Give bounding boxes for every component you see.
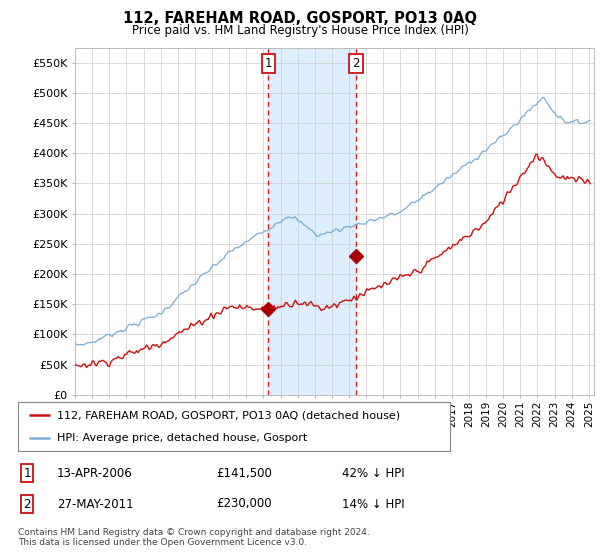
Text: HPI: Average price, detached house, Gosport: HPI: Average price, detached house, Gosp…	[57, 433, 307, 444]
Text: 2: 2	[352, 57, 359, 70]
Text: 1: 1	[23, 466, 31, 480]
Bar	[268, 48, 356, 395]
Text: 112, FAREHAM ROAD, GOSPORT, PO13 0AQ (detached house): 112, FAREHAM ROAD, GOSPORT, PO13 0AQ (de…	[57, 410, 400, 421]
Text: 112, FAREHAM ROAD, GOSPORT, PO13 0AQ: 112, FAREHAM ROAD, GOSPORT, PO13 0AQ	[123, 11, 477, 26]
Text: 1: 1	[265, 57, 272, 70]
Text: 2: 2	[23, 497, 31, 511]
Text: Contains HM Land Registry data © Crown copyright and database right 2024.
This d: Contains HM Land Registry data © Crown c…	[18, 528, 370, 547]
Text: 14% ↓ HPI: 14% ↓ HPI	[342, 497, 404, 511]
Text: £141,500: £141,500	[216, 466, 272, 480]
Text: Price paid vs. HM Land Registry's House Price Index (HPI): Price paid vs. HM Land Registry's House …	[131, 24, 469, 36]
Text: 27-MAY-2011: 27-MAY-2011	[57, 497, 134, 511]
Text: £230,000: £230,000	[216, 497, 272, 511]
Text: 13-APR-2006: 13-APR-2006	[57, 466, 133, 480]
Text: 42% ↓ HPI: 42% ↓ HPI	[342, 466, 404, 480]
